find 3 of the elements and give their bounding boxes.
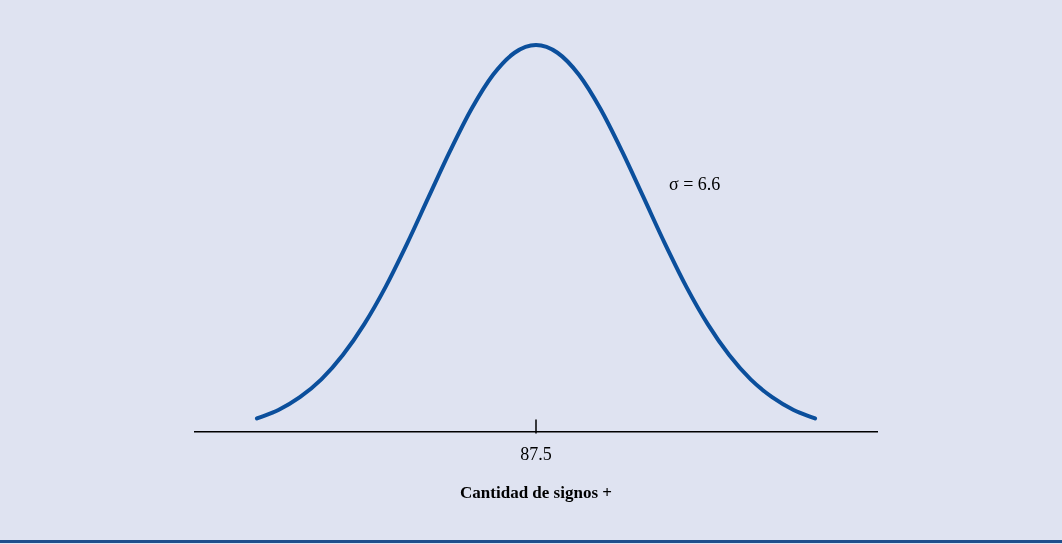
x-axis-title: Cantidad de signos +: [460, 483, 612, 503]
annotation: σ = 6.6: [668, 173, 721, 194]
text: 87.5: [520, 444, 552, 465]
